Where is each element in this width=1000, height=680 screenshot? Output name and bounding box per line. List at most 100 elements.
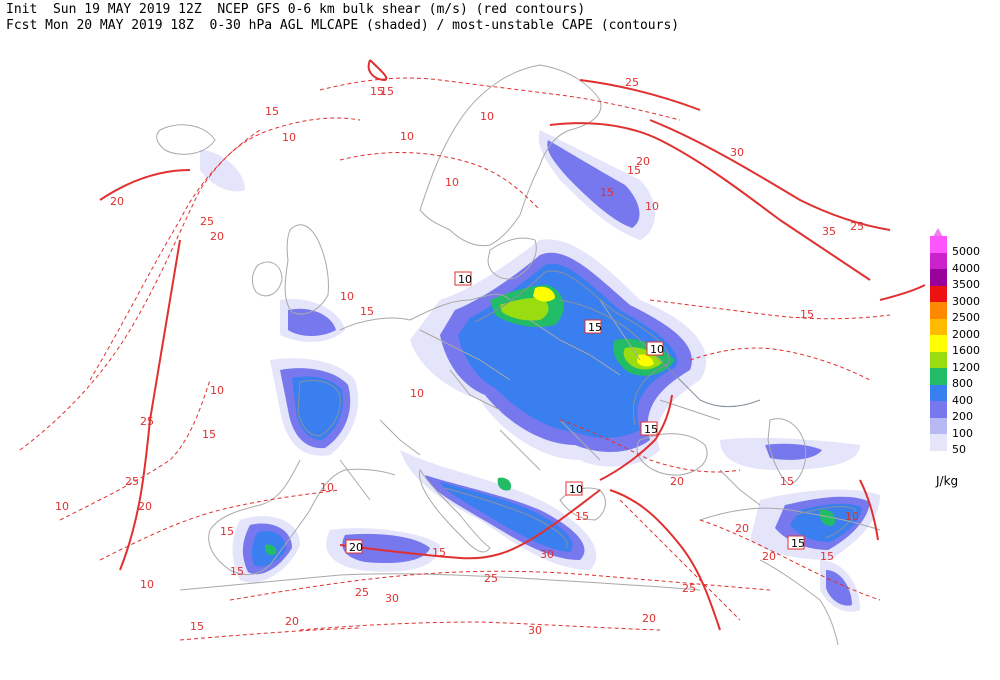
legend-label: 2500 [952, 311, 980, 324]
cape-region-ukraine-1600 [637, 354, 654, 367]
boxed-shear-label: 15 [640, 421, 658, 436]
header-line-init: Init Sun 19 MAY 2019 12Z NCEP GFS 0-6 km… [6, 2, 586, 17]
shear-label: 10 [410, 387, 424, 400]
shear-label: 20 [670, 475, 684, 488]
legend-units: J/kg [936, 474, 959, 488]
shear-contour-20 [609, 489, 721, 631]
boxed-shear-label: 20 [345, 539, 363, 554]
legend-swatch [930, 335, 947, 352]
cape-region-atlantic-halo [200, 150, 245, 192]
shear-label: 10 [282, 131, 296, 144]
shear-label: 20 [210, 230, 224, 243]
shear-label: 15 [627, 164, 641, 177]
legend-swatch [930, 302, 947, 319]
shear-label: 10 [445, 176, 459, 189]
coastline-western-europe [208, 293, 511, 576]
shear-label: 15 [370, 85, 384, 98]
legend-label: 100 [952, 426, 973, 440]
cape-region-poland-1600 [533, 286, 555, 302]
shear-contour-20 [99, 169, 191, 201]
mucape-contours [297, 270, 857, 549]
legend-label: 50 [952, 443, 966, 456]
shear-label: 10 [400, 130, 414, 143]
boxed-shear-label-text: 15 [588, 321, 602, 334]
mucape-contour [297, 380, 341, 437]
coastline-british-isles [284, 224, 329, 315]
shear-label: 10 [210, 384, 224, 397]
shear-contour-20 [339, 489, 601, 560]
coastline-eastern-mediterranean [699, 507, 881, 646]
shear-label: 15 [220, 525, 234, 538]
cape-region-russia-200 [547, 140, 640, 228]
boxed-shear-label: 15 [584, 319, 602, 334]
legend-swatch [930, 252, 947, 269]
shear-contour-25 [549, 122, 871, 281]
shear-label: 30 [540, 548, 554, 561]
mucape-contour [794, 506, 857, 539]
shear-label: 10 [320, 481, 334, 494]
boxed-shear-label-text: 15 [644, 423, 658, 436]
border-lines [339, 299, 761, 506]
cape-region-middle-east-200 [826, 570, 852, 606]
shear-label: 15 [380, 85, 394, 98]
shear-contour-30 [649, 119, 891, 231]
legend-label: 400 [952, 393, 973, 407]
shear-label: 10 [55, 500, 69, 513]
shear-label: 20 [636, 155, 650, 168]
coastlines [156, 64, 881, 646]
shear-label: 15 [265, 105, 279, 118]
legend-label: 800 [952, 377, 973, 390]
legend-swatch [930, 351, 947, 368]
shear-label: 10 [340, 290, 354, 303]
shear-label: 10 [480, 110, 494, 123]
boxed-shear-label-text: 15 [791, 537, 805, 550]
boxed-shear-label: 10 [454, 271, 472, 286]
legend-swatch [930, 285, 947, 302]
boxed-shear-label: 10 [646, 341, 664, 356]
boxed-shear-label: 10 [565, 481, 583, 496]
boxed-shear-label-text: 10 [650, 343, 664, 356]
shear-contour-20 [879, 284, 926, 301]
legend-swatch [930, 269, 947, 286]
shear-label: 30 [385, 592, 399, 605]
shear-contour-10 [19, 117, 361, 451]
legend-swatch [930, 384, 947, 401]
legend-label: 1600 [952, 344, 980, 357]
shear-label: 15 [800, 308, 814, 321]
shear-label: 35 [822, 225, 836, 238]
shear-label: 25 [484, 572, 498, 585]
shear-label: 30 [528, 624, 542, 637]
shear-label: 20 [762, 550, 776, 563]
forecast-map: 10 15 15 20 25 20 25 30 35 25 10 15 10 1… [19, 59, 926, 646]
legend-label: 3000 [952, 294, 980, 308]
shear-label: 15 [575, 510, 589, 523]
shear-label: 25 [625, 76, 639, 89]
shear-contour-15 [599, 394, 673, 481]
legend-swatch [930, 417, 947, 434]
legend-label: 4000 [952, 261, 980, 275]
shear-label: 15 [780, 475, 794, 488]
boxed-shear-label-text: 10 [458, 273, 472, 286]
shear-label: 10 [645, 200, 659, 213]
shear-label: 15 [432, 546, 446, 559]
shear-label: 20 [642, 612, 656, 625]
shear-label: 30 [730, 146, 744, 159]
mucape-contour [474, 270, 670, 426]
shear-contour-10 [339, 152, 541, 211]
shear-contour-10 [59, 379, 211, 521]
shear-contour-25 [367, 59, 388, 82]
shear-contour-20 [859, 479, 879, 541]
legend-swatch [930, 236, 947, 253]
shear-label: 15 [600, 186, 614, 199]
cape-region-turkey-800 [819, 509, 836, 526]
shear-boxed-labels: 15 10 15 10 20 15 10 [345, 271, 805, 554]
coastline-iceland [156, 124, 216, 155]
legend-label: 200 [952, 410, 973, 423]
shear-label: 20 [735, 522, 749, 535]
cape-region-balkans-800 [497, 477, 512, 491]
legend-label: 1200 [952, 360, 980, 374]
shear-contour-15 [619, 499, 741, 621]
shear-contour-20 [179, 627, 361, 641]
shear-label: 15 [202, 428, 216, 441]
shear-label: 15 [230, 565, 244, 578]
